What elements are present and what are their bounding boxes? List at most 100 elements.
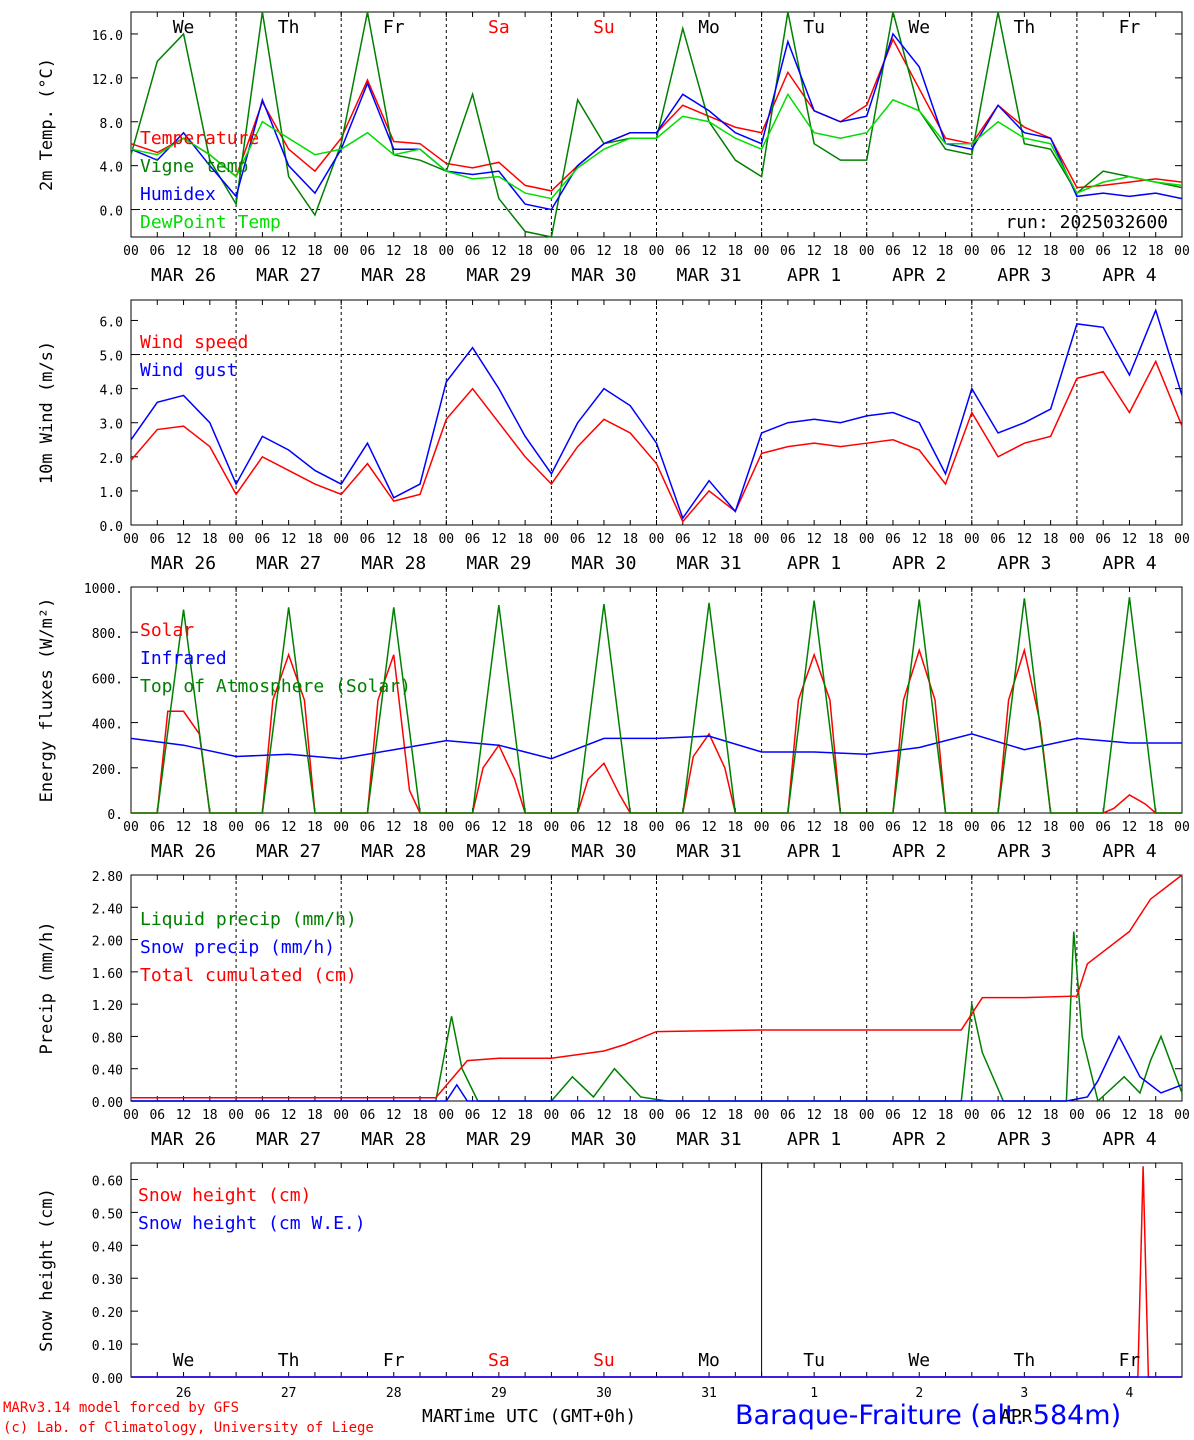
y-tick-label: 1.60 [92,967,123,982]
x-date-label: MAR 31 [677,265,742,286]
x-hour-label: 18 [833,1108,849,1123]
x-hour-label: 06 [885,532,901,547]
y-tick-label: 600. [92,672,123,687]
x-hour-label: 00 [1174,532,1190,547]
y-tick-label: 3.0 [100,418,123,433]
x-hour-label: 12 [176,532,192,547]
weekday-label: Mo [698,17,720,38]
x-hour-label: 12 [386,244,402,259]
x-hour-label: 18 [307,820,323,835]
x-hour-label: 06 [465,1108,481,1123]
x-date-label: APR 1 [787,265,841,286]
x-date-label: MAR 29 [466,1129,531,1150]
weekday-label: Th [1014,1350,1036,1371]
weekday-label: We [908,1350,930,1371]
x-hour-label: 06 [360,244,376,259]
model-credit: MARv3.14 model forced by GFS [3,1400,240,1416]
x-hour-label: 06 [675,532,691,547]
x-hour-label: 12 [596,244,612,259]
x-hour-label: 18 [202,1108,218,1123]
x-hour-label: 18 [833,532,849,547]
plot-frame [130,299,1183,526]
weekday-label: Fr [383,17,405,38]
y-axis-label: Energy fluxes (W/m²) [37,598,57,803]
x-hour-label: 12 [386,1108,402,1123]
legend-entry: Liquid precip (mm/h) [140,909,357,930]
x-hour-label: 06 [780,1108,796,1123]
x-hour-label: 00 [754,244,770,259]
x-hour-label: 06 [1095,1108,1111,1123]
x-hour-label: 18 [727,532,743,547]
x-hour-label: 12 [386,532,402,547]
day-number-label: 27 [281,1386,297,1401]
x-hour-label: 06 [780,820,796,835]
x-hour-label: 00 [123,532,139,547]
x-hour-label: 12 [176,1108,192,1123]
x-hour-label: 00 [1069,1108,1085,1123]
day-number-label: 29 [491,1386,507,1401]
x-date-label: APR 2 [892,265,946,286]
weekday-label: Th [1014,17,1036,38]
y-tick-label: 1.0 [100,486,123,501]
x-hour-label: 00 [1069,244,1085,259]
x-hour-label: 00 [228,820,244,835]
x-hour-label: 00 [1069,532,1085,547]
x-date-label: MAR 31 [677,841,742,862]
x-hour-label: 12 [701,1108,717,1123]
x-hour-label: 06 [780,244,796,259]
day-number-label: 4 [1126,1386,1134,1401]
day-number-label: 3 [1020,1386,1028,1401]
x-hour-label: 18 [727,244,743,259]
x-hour-label: 18 [622,1108,638,1123]
weekday-label: We [173,1350,195,1371]
day-number-label: 30 [596,1386,612,1401]
weekday-label: Sa [488,17,510,38]
x-date-label: APR 3 [997,841,1051,862]
x-hour-label: 12 [491,532,507,547]
day-number-label: 26 [176,1386,192,1401]
x-hour-label: 06 [149,244,165,259]
x-hour-label: 00 [964,244,980,259]
x-date-label: APR 2 [892,553,946,574]
legend-entry: DewPoint Temp [140,212,281,233]
weekday-label: Sa [488,1350,510,1371]
x-date-label: MAR 27 [256,1129,321,1150]
x-date-label: APR 3 [997,1129,1051,1150]
x-hour-label: 00 [649,244,665,259]
x-hour-label: 12 [596,1108,612,1123]
x-hour-label: 00 [438,244,454,259]
legend-entry: Wind gust [140,360,238,381]
x-hour-label: 06 [885,820,901,835]
x-hour-label: 00 [964,1108,980,1123]
x-hour-label: 12 [1122,532,1138,547]
x-date-label: MAR 27 [256,553,321,574]
legend-entry: Infrared [140,648,227,669]
x-hour-label: 18 [833,820,849,835]
x-hour-label: 12 [281,820,297,835]
x-hour-label: 18 [1148,1108,1164,1123]
legend-entry: Solar [140,620,194,641]
y-tick-label: 4.0 [100,161,123,176]
x-hour-label: 18 [1043,532,1059,547]
y-tick-label: 0.40 [92,1064,123,1079]
x-hour-label: 18 [412,532,428,547]
x-hour-label: 06 [675,244,691,259]
x-hour-label: 12 [806,820,822,835]
x-hour-label: 00 [438,820,454,835]
x-hour-label: 12 [1122,244,1138,259]
x-hour-label: 00 [859,244,875,259]
x-hour-label: 06 [780,532,796,547]
x-date-label: APR 1 [787,1129,841,1150]
x-hour-label: 18 [1148,244,1164,259]
x-hour-label: 06 [1095,532,1111,547]
x-date-label: APR 4 [1102,265,1156,286]
x-hour-label: 18 [202,532,218,547]
run-label: run: 2025032600 [1005,212,1168,233]
weekday-label: Fr [383,1350,405,1371]
x-hour-label: 18 [938,1108,954,1123]
y-tick-label: 0. [107,808,123,823]
y-tick-label: 400. [92,718,123,733]
x-hour-label: 00 [228,532,244,547]
x-hour-label: 18 [1148,532,1164,547]
